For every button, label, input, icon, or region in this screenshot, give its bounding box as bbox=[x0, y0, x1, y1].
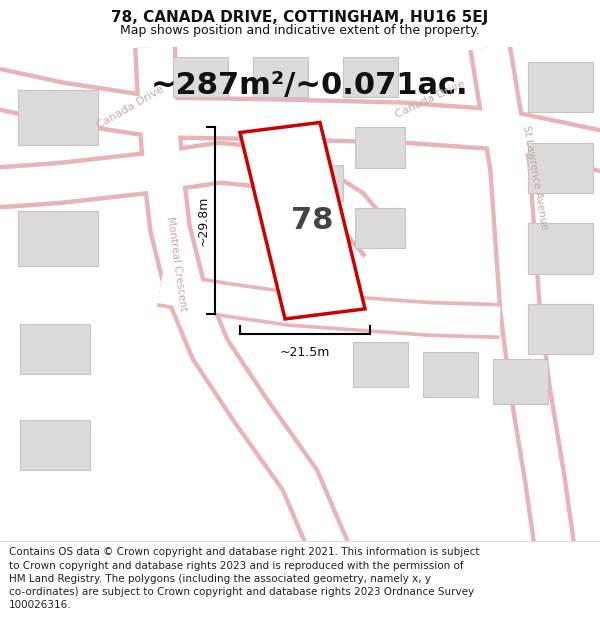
Polygon shape bbox=[133, 46, 350, 559]
Polygon shape bbox=[343, 57, 398, 98]
Polygon shape bbox=[20, 420, 90, 470]
Text: 78: 78 bbox=[292, 206, 334, 235]
Polygon shape bbox=[468, 43, 577, 554]
Polygon shape bbox=[0, 66, 600, 174]
Text: Canada Drive: Canada Drive bbox=[95, 84, 166, 131]
Polygon shape bbox=[298, 165, 343, 201]
Polygon shape bbox=[422, 352, 478, 397]
Polygon shape bbox=[137, 46, 346, 558]
Text: ~287m²/~0.071ac.: ~287m²/~0.071ac. bbox=[151, 71, 469, 99]
Text: Montreal Crescent: Montreal Crescent bbox=[166, 216, 188, 311]
Text: ~29.8m: ~29.8m bbox=[197, 196, 210, 246]
Polygon shape bbox=[253, 57, 308, 98]
Polygon shape bbox=[355, 208, 405, 248]
Polygon shape bbox=[0, 70, 600, 170]
Text: 78, CANADA DRIVE, COTTINGHAM, HU16 5EJ: 78, CANADA DRIVE, COTTINGHAM, HU16 5EJ bbox=[112, 10, 488, 25]
Polygon shape bbox=[20, 324, 90, 374]
Polygon shape bbox=[18, 211, 98, 266]
Polygon shape bbox=[527, 142, 593, 193]
Polygon shape bbox=[158, 274, 500, 336]
Text: ~21.5m: ~21.5m bbox=[280, 346, 330, 359]
Text: Canada Drive: Canada Drive bbox=[394, 79, 466, 120]
Polygon shape bbox=[527, 62, 593, 112]
Polygon shape bbox=[527, 223, 593, 274]
Polygon shape bbox=[355, 127, 405, 168]
Polygon shape bbox=[493, 359, 548, 404]
Text: Contains OS data © Crown copyright and database right 2021. This information is : Contains OS data © Crown copyright and d… bbox=[9, 548, 479, 610]
Polygon shape bbox=[353, 342, 407, 387]
Polygon shape bbox=[0, 141, 397, 258]
Polygon shape bbox=[18, 90, 98, 145]
Text: Map shows position and indicative extent of the property.: Map shows position and indicative extent… bbox=[120, 24, 480, 36]
Polygon shape bbox=[240, 122, 365, 319]
Polygon shape bbox=[173, 57, 227, 98]
Polygon shape bbox=[527, 304, 593, 354]
Text: St Lawrence Avenue: St Lawrence Avenue bbox=[521, 125, 549, 231]
Polygon shape bbox=[157, 271, 500, 339]
Polygon shape bbox=[473, 44, 572, 553]
Polygon shape bbox=[0, 145, 394, 255]
